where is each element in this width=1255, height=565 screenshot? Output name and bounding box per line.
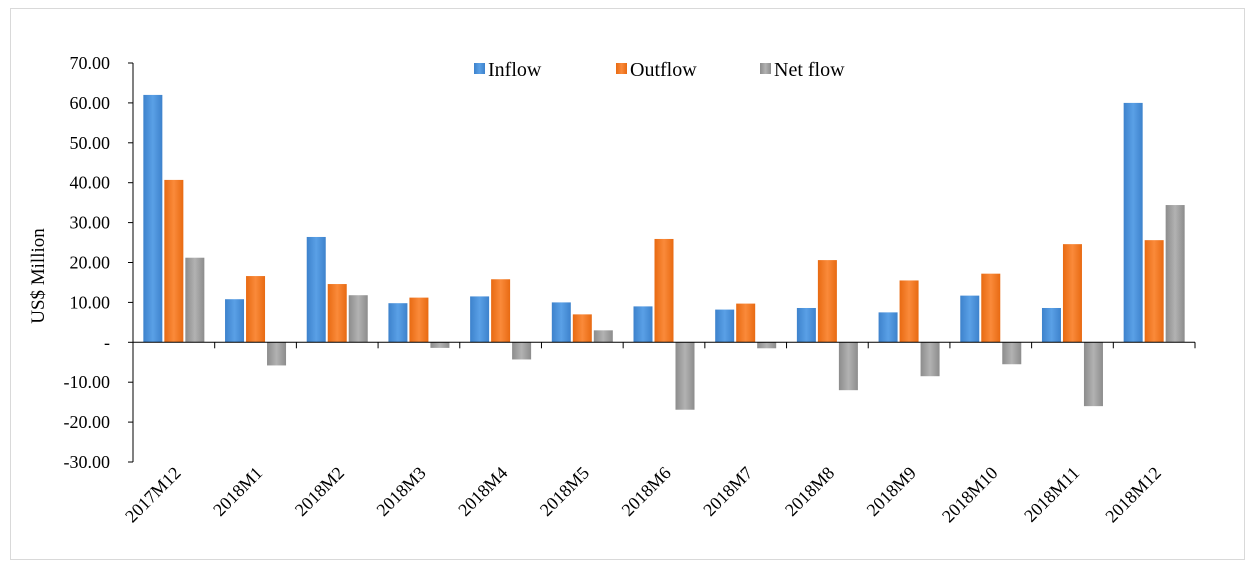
x-tick-label: 2018M1 [209, 463, 266, 520]
bar-inflow-2018m5 [551, 302, 571, 343]
x-tick-label: 2017M12 [121, 463, 185, 527]
bar-inflow-2018m1 [225, 299, 245, 343]
bar-inflow-2018m9 [878, 312, 898, 343]
bar-outflow-2018m12 [1144, 240, 1164, 343]
chart-frame [10, 8, 1245, 560]
y-tick-label: 30.00 [70, 213, 111, 233]
legend-label-outflow: Outflow [630, 59, 697, 81]
bar-net-flow-2018m8 [838, 342, 858, 391]
y-axis-label: US$ Million [28, 228, 49, 324]
bar-net-flow-2018m10 [1002, 342, 1022, 365]
legend: Inflow Outflow Net flow [474, 59, 845, 81]
bar-outflow-2018m7 [736, 303, 756, 343]
bar-outflow-2018m6 [654, 238, 674, 343]
y-axis: 70.00 60.00 50.00 40.00 30.00 20.00 10.00 - -10.… [64, 53, 134, 472]
bar-outflow-2018m10 [981, 273, 1001, 343]
x-tick-label: 2018M3 [372, 463, 429, 520]
bar-outflow-2017m12 [164, 179, 184, 343]
bar-inflow-2018m12 [1123, 102, 1143, 343]
bar-inflow-2017m12 [143, 94, 163, 343]
bar-inflow-2018m4 [470, 296, 490, 343]
y-tick-label: 40.00 [70, 173, 111, 193]
x-tick-label: 2018M9 [863, 463, 920, 520]
x-tick-label: 2018M4 [454, 463, 511, 520]
y-tick-label: - [104, 332, 110, 352]
x-tick-label: 2018M11 [1020, 463, 1083, 526]
x-tick-label: 2018M6 [618, 463, 675, 520]
bar-net-flow-2018m5 [593, 330, 613, 343]
x-tick-label: 2018M7 [699, 463, 756, 520]
bar-net-flow-2018m6 [675, 342, 695, 410]
legend-swatch-net-flow [760, 63, 771, 74]
bar-net-flow-2018m11 [1083, 342, 1103, 407]
y-tick-label: 50.00 [70, 133, 111, 153]
y-tick-label: 70.00 [70, 53, 111, 73]
bar-inflow-2018m10 [960, 295, 980, 343]
bar-net-flow-2018m1 [267, 342, 287, 366]
bar-net-flow-2018m12 [1165, 205, 1185, 343]
bar-outflow-2018m9 [899, 280, 919, 343]
bar-inflow-2018m3 [388, 303, 408, 343]
x-tick-label: 2018M2 [291, 463, 348, 520]
bar-outflow-2018m4 [491, 279, 511, 343]
y-tick-label: -20.00 [64, 412, 111, 432]
bar-outflow-2018m5 [572, 314, 592, 343]
x-tick-label: 2018M12 [1101, 463, 1165, 527]
bar-inflow-2018m7 [715, 309, 735, 343]
bar-outflow-2018m3 [409, 297, 429, 343]
legend-swatch-outflow [616, 63, 627, 74]
bar-inflow-2018m11 [1041, 307, 1061, 343]
bar-net-flow-2017m12 [185, 257, 205, 343]
bars [143, 94, 1185, 410]
bar-net-flow-2018m9 [920, 342, 940, 377]
bar-outflow-2018m8 [817, 260, 837, 343]
x-tick-label: 2018M10 [938, 463, 1002, 527]
bar-net-flow-2018m4 [512, 342, 532, 360]
y-tick-label: 60.00 [70, 93, 111, 113]
legend-label-inflow: Inflow [488, 59, 542, 81]
bar-inflow-2018m6 [633, 306, 653, 343]
bar-outflow-2018m11 [1062, 244, 1082, 343]
y-tick-label: 20.00 [70, 253, 111, 273]
legend-swatch-inflow [474, 63, 485, 74]
bar-inflow-2018m2 [306, 236, 326, 343]
y-tick-label: 10.00 [70, 292, 111, 312]
bar-net-flow-2018m7 [757, 342, 777, 349]
bar-net-flow-2018m3 [430, 342, 450, 348]
bar-net-flow-2018m2 [348, 295, 368, 343]
x-tick-label: 2018M5 [536, 463, 593, 520]
bar-inflow-2018m8 [796, 307, 816, 343]
legend-label-net-flow: Net flow [774, 59, 845, 81]
bar-outflow-2018m2 [327, 284, 347, 343]
y-tick-label: -10.00 [64, 372, 111, 392]
x-axis: 2017M12 2018M1 2018M2 2018M3 2018M4 2018M5 201… [121, 341, 1196, 527]
y-tick-label: -30.00 [64, 452, 111, 472]
x-tick-label: 2018M8 [781, 463, 838, 520]
bar-outflow-2018m1 [246, 276, 266, 343]
